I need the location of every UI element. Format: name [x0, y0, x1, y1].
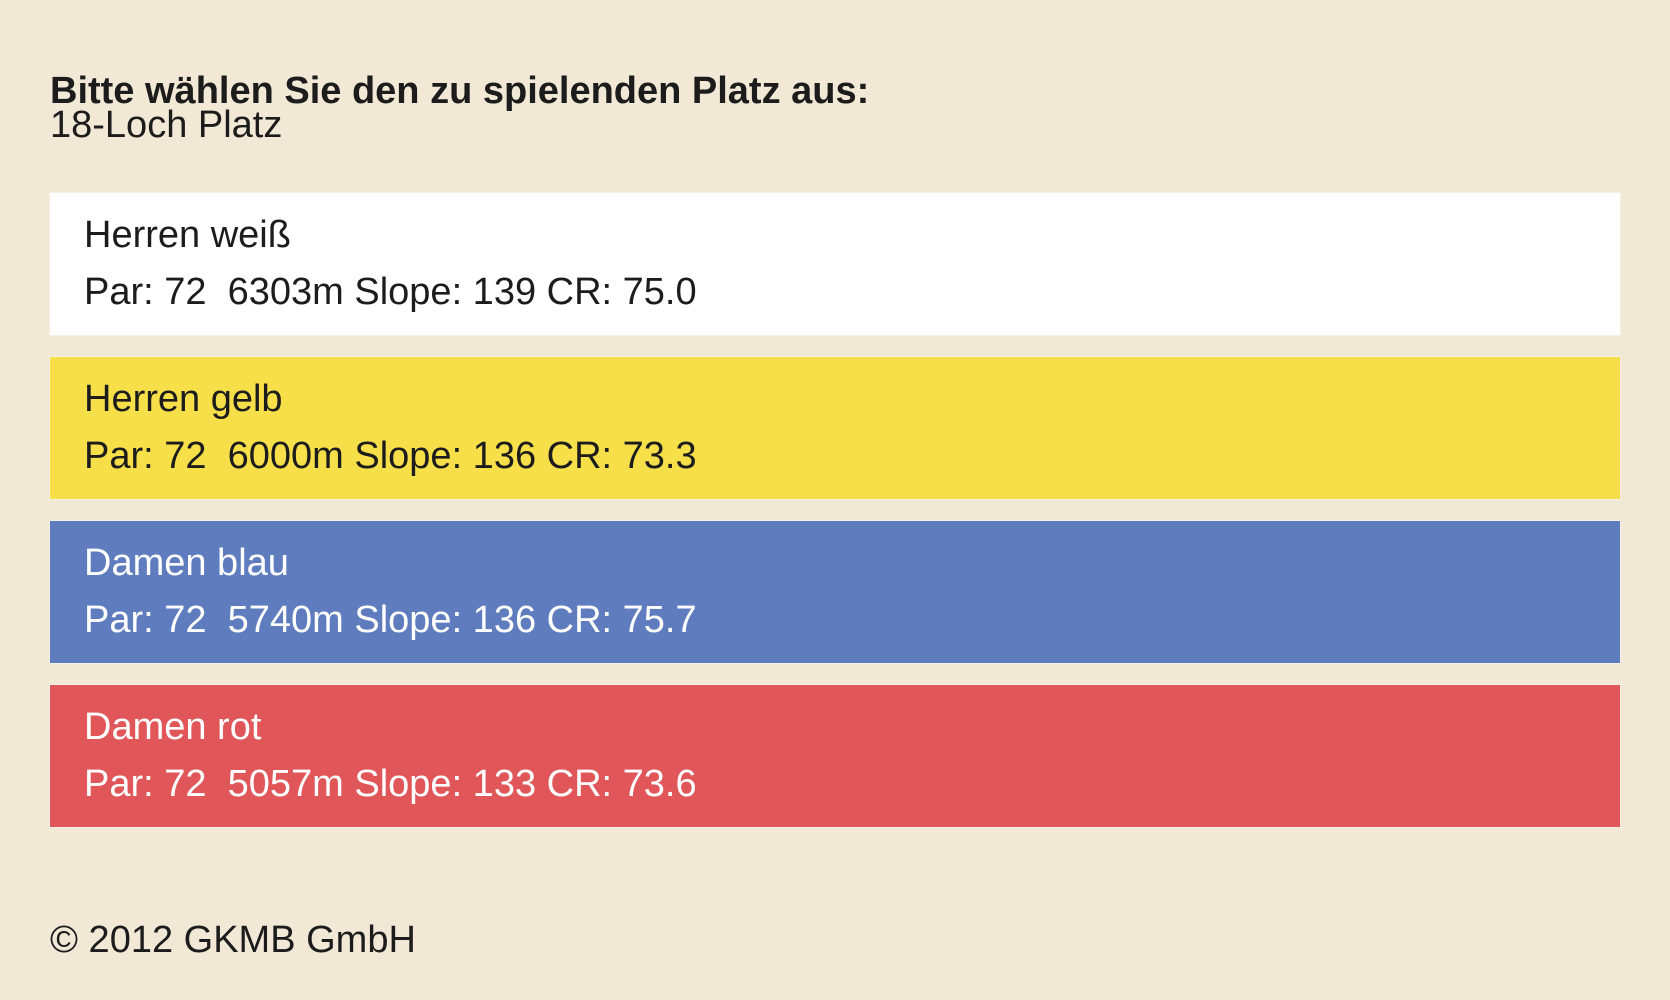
tee-name: Damen blau	[84, 542, 289, 584]
tee-option-herren-weiss[interactable]: Herren weiß Par: 72 6303m Slope: 139 CR:…	[50, 193, 1620, 335]
tee-name: Herren gelb	[84, 378, 283, 420]
tee-stats: Par: 72 5740m Slope: 136 CR: 75.7	[84, 599, 697, 641]
tee-option-damen-blau[interactable]: Damen blau Par: 72 5740m Slope: 136 CR: …	[50, 521, 1620, 663]
tee-option-damen-rot[interactable]: Damen rot Par: 72 5057m Slope: 133 CR: 7…	[50, 685, 1620, 827]
tee-name: Damen rot	[84, 706, 262, 748]
tee-stats: Par: 72 6303m Slope: 139 CR: 75.0	[84, 271, 697, 313]
copyright-footer: © 2012 GKMB GmbH	[50, 919, 416, 961]
tee-stats: Par: 72 5057m Slope: 133 CR: 73.6	[84, 763, 697, 805]
tee-option-herren-gelb[interactable]: Herren gelb Par: 72 6000m Slope: 136 CR:…	[50, 357, 1620, 499]
tee-stats: Par: 72 6000m Slope: 136 CR: 73.3	[84, 435, 697, 477]
tee-name: Herren weiß	[84, 214, 291, 256]
page-heading: Bitte wählen Sie den zu spielenden Platz…	[50, 70, 870, 113]
course-name: 18-Loch Platz	[50, 104, 283, 146]
tee-options-list: Herren weiß Par: 72 6303m Slope: 139 CR:…	[50, 193, 1620, 849]
